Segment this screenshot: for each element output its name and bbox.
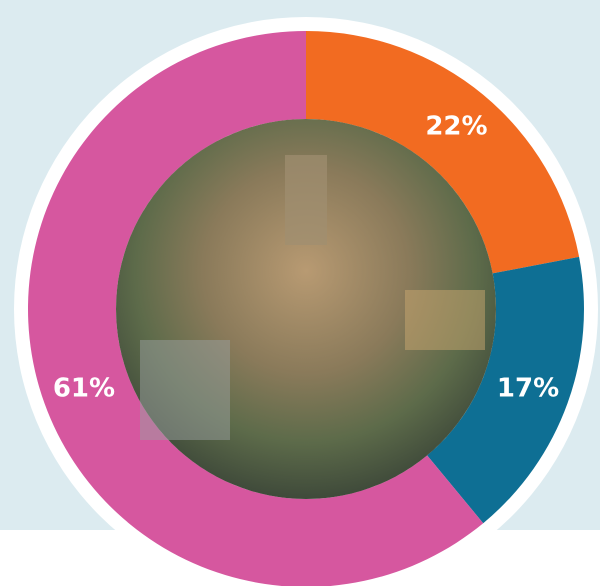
pie-slice — [306, 31, 580, 274]
data-label: 17% — [497, 373, 559, 403]
data-label: 61% — [53, 373, 115, 403]
photo-building — [140, 340, 230, 440]
photo-building — [405, 290, 485, 350]
pie-slice — [427, 256, 585, 524]
photo-tower — [285, 155, 327, 245]
pie-slice — [28, 31, 484, 586]
data-label: 22% — [425, 112, 487, 142]
